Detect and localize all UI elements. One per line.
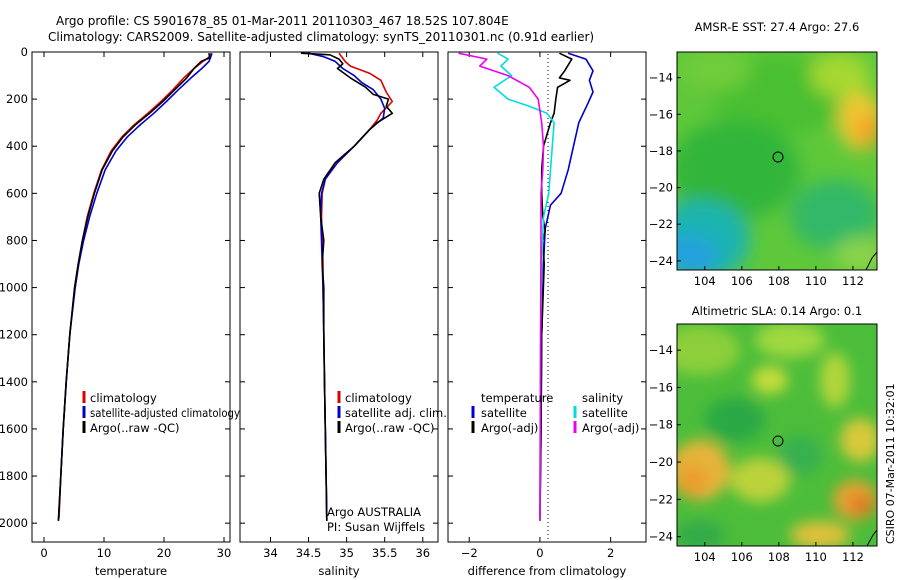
series-line-salinity-satellite — [493, 52, 555, 521]
map-y-tick-label: −14 — [649, 71, 673, 85]
legend-label-climatology: climatology — [345, 391, 412, 405]
legend-header-temperature: temperature — [481, 391, 553, 405]
map-y-tick-label: −16 — [649, 380, 673, 394]
legend-label-temp-satellite: satellite — [481, 406, 527, 420]
map-y-tick-label: −22 — [649, 217, 673, 231]
map-y-tick-label: −20 — [649, 455, 673, 469]
y-tick-label: 400 — [6, 139, 28, 153]
series-line-satellite-adj-clim- — [308, 52, 386, 521]
map-y-tick-label: −24 — [649, 530, 673, 544]
series-line-argo-raw-qc- — [57, 53, 211, 521]
legend-label-sal-argo: Argo(-adj) — [582, 421, 639, 435]
axis-ticks: 0 10 20 30020040060080010001200140016001800… — [0, 45, 646, 560]
y-tick-label: 800 — [6, 233, 28, 247]
y-tick-label: 1000 — [0, 281, 28, 295]
series-line-argo-raw-qc- — [300, 52, 394, 521]
csiro-credit: CSIRO 07-Mar-2011 10:32:01 — [884, 383, 897, 544]
title-line-1: Argo profile: CS 5901678_85 01-Mar-2011 … — [56, 14, 509, 28]
x-tick-label: 20 — [157, 546, 172, 560]
temperature-legend: climatology satellite-adjusted climatolo… — [82, 391, 240, 435]
map-y-tick-label: −20 — [649, 181, 673, 195]
map-x-tick-label: 104 — [694, 274, 716, 288]
x-tick-label: 0 — [40, 546, 47, 560]
x-tick-label: 34 — [263, 546, 278, 560]
legend-label-satellite: satellite adj. clim. — [345, 406, 447, 420]
difference-axis-label: difference from climatology — [468, 564, 627, 578]
x-tick-label: 0 — [536, 546, 543, 560]
x-tick-label: 2 — [607, 546, 614, 560]
map-x-tick-label: 110 — [805, 274, 827, 288]
map-x-tick-label: 112 — [842, 550, 864, 564]
salinity-legend: climatology satellite adj. clim. Argo(..… — [337, 391, 447, 435]
x-tick-label: 35 — [339, 546, 354, 560]
legend-header-salinity: salinity — [582, 391, 623, 405]
title-line-2: Climatology: CARS2009. Satellite-adjuste… — [48, 30, 594, 44]
sst-map-ticks: 104 106 108 110 112 −14 −16 −18 −20 −22 −24 — [649, 71, 864, 288]
y-tick-label: 1600 — [0, 422, 28, 436]
sst-argo-location-marker — [772, 151, 784, 163]
map-x-tick-label: 106 — [731, 550, 753, 564]
map-y-tick-label: −22 — [649, 492, 673, 506]
map-y-tick-label: −24 — [649, 254, 673, 268]
series-line-climatology — [58, 52, 212, 519]
map-y-tick-label: −14 — [649, 343, 673, 357]
legend-label-sal-satellite: satellite — [582, 406, 628, 420]
y-tick-label: 1400 — [0, 375, 28, 389]
y-tick-label: 1800 — [0, 469, 28, 483]
sla-map-frame — [676, 323, 878, 547]
difference-axes — [447, 51, 647, 543]
y-tick-label: 1200 — [0, 328, 28, 342]
x-tick-label: 30 — [217, 546, 232, 560]
y-tick-label: 600 — [6, 186, 28, 200]
salinity-axis-label: salinity — [318, 564, 359, 578]
map-x-tick-label: 108 — [768, 274, 790, 288]
map-x-tick-label: 112 — [842, 274, 864, 288]
x-tick-label: 36 — [415, 546, 430, 560]
map-x-tick-label: 104 — [694, 550, 716, 564]
map-y-tick-label: −18 — [649, 418, 673, 432]
series-line-climatology — [320, 52, 394, 521]
map-y-tick-label: −18 — [649, 144, 673, 158]
profile-lines — [57, 52, 594, 521]
x-tick-label: 34.5 — [296, 546, 322, 560]
salinity-axes — [239, 51, 439, 543]
legend-label-argo: Argo(..raw -QC) — [90, 421, 180, 435]
sla-map-ticks: 104 106 108 110 112 −14 −16 −18 −20 −22 −24 — [649, 343, 864, 564]
y-tick-label: 200 — [6, 92, 28, 106]
sla-map-title: Altimetric SLA: 0.14 Argo: 0.1 — [692, 304, 862, 318]
x-tick-label: −2 — [461, 546, 478, 560]
temperature-axes — [31, 51, 231, 543]
sst-map-title: AMSR-E SST: 27.4 Argo: 27.6 — [695, 20, 860, 34]
temperature-axis-label: temperature — [95, 564, 167, 578]
sst-map-frame — [676, 51, 878, 271]
x-tick-label: 10 — [97, 546, 112, 560]
map-x-tick-label: 108 — [768, 550, 790, 564]
sla-map-image — [677, 324, 877, 546]
sla-argo-location-marker — [772, 435, 784, 447]
x-tick-label: 35.5 — [372, 546, 398, 560]
legend-label-argo: Argo(..raw -QC) — [345, 421, 435, 435]
legend-label-temp-argo: Argo(-adj) — [481, 421, 538, 435]
series-line-temperature-argo-adj- — [539, 52, 573, 521]
map-x-tick-label: 106 — [731, 274, 753, 288]
legend-label-satellite: satellite-adjusted climatology — [90, 406, 240, 420]
difference-legend: temperature satellite Argo(-adj) salinit… — [471, 391, 639, 435]
y-tick-label: 2000 — [0, 516, 28, 530]
map-y-tick-label: −16 — [649, 107, 673, 121]
y-tick-label: 0 — [21, 45, 28, 59]
sst-map-image — [677, 52, 877, 270]
pi-label: PI: Susan Wijffels — [327, 520, 425, 534]
argo-country-label: Argo AUSTRALIA — [327, 505, 421, 519]
series-line-salinity-argo-adj- — [458, 52, 545, 521]
legend-label-climatology: climatology — [90, 391, 157, 405]
map-x-tick-label: 110 — [805, 550, 827, 564]
